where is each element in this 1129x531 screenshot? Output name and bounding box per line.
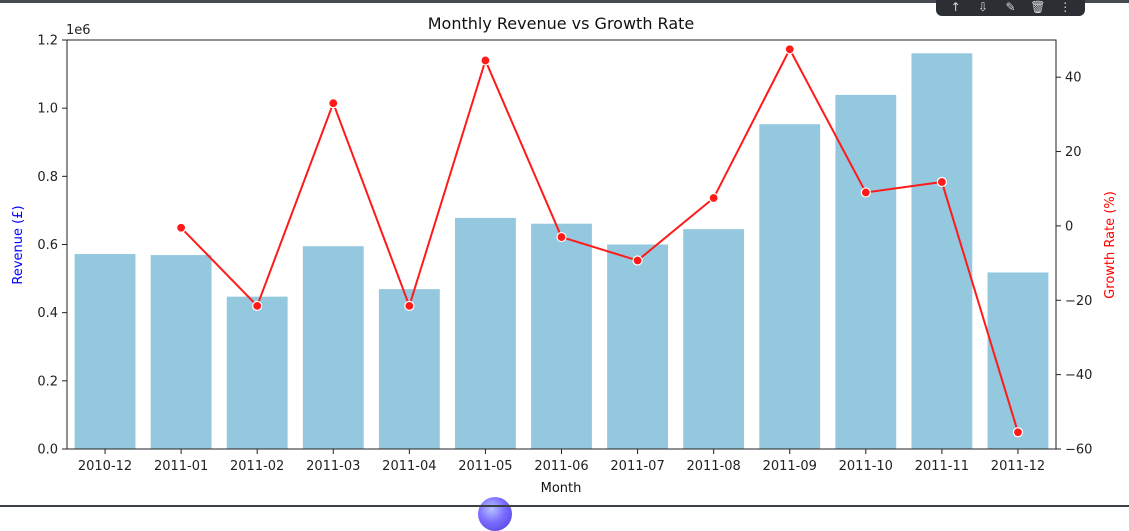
notebook-bottom-border (0, 505, 1129, 507)
y-tick-label-right: 40 (1065, 71, 1082, 86)
bar-2011-12 (987, 272, 1049, 449)
x-tick-label: 2011-01 (154, 459, 208, 474)
growth-point-2011-11 (936, 176, 947, 188)
y-tick-label-right: −40 (1065, 368, 1092, 383)
growth-point-2011-05 (480, 55, 491, 66)
bar-2011-10 (835, 94, 897, 449)
bar-2010-12 (74, 254, 136, 449)
x-tick-label: 2011-04 (382, 459, 436, 474)
x-tick-label: 2011-11 (915, 459, 969, 474)
y-tick-label-left: 0.4 (37, 306, 58, 321)
y-tick-label-left: 1.0 (37, 102, 58, 117)
delete-icon[interactable]: 🗑 (1030, 0, 1046, 14)
axes-layer (62, 39, 1061, 454)
y-offset-label: 1e6 (66, 23, 91, 38)
growth-point-2011-06 (556, 231, 567, 243)
y-tick-label-left: 0.6 (37, 238, 58, 253)
x-axis-title: Month (541, 481, 582, 496)
y-tick-label-right: −60 (1065, 443, 1092, 458)
x-tick-label: 2011-09 (763, 459, 817, 474)
more-icon[interactable]: ⋮ (1059, 0, 1072, 14)
bar-2011-07 (607, 244, 669, 449)
growth-point-2011-01 (176, 222, 187, 233)
y-axis-title-right: Growth Rate (%) (1103, 191, 1118, 299)
move-up-icon[interactable]: ↑ (950, 0, 961, 14)
y-axis-title-left: Revenue (£) (11, 205, 26, 284)
growth-point-2011-12 (1012, 427, 1024, 438)
growth-rate-line (180, 47, 1019, 433)
labels-layer: 0.0 0.2 0.4 0.6 0.8 1.0 1.2 −60 −40 −20 0 20 40 2010-… (37, 34, 1092, 475)
x-tick-label: 2011-08 (686, 459, 740, 474)
growth-point-2011-03 (328, 98, 339, 109)
bar-2011-09 (759, 124, 821, 449)
y-tick-label-left: 1.2 (37, 34, 58, 49)
bar-2011-02 (226, 296, 288, 449)
chart-canvas: Monthly Revenue vs Growth Rate 1e6 0.00.… (11, 14, 1118, 496)
move-down-icon[interactable]: ⇩ (978, 0, 989, 14)
y-tick-label-right: −20 (1065, 294, 1092, 309)
growth-point-2011-04 (404, 300, 415, 311)
y-tick-label-left: 0.2 (37, 374, 58, 389)
ai-assistant-button[interactable] (478, 497, 512, 531)
y-tick-label-right: 0 (1065, 219, 1073, 234)
growth-point-2011-09 (784, 44, 795, 55)
growth-point-2011-08 (708, 192, 719, 204)
x-tick-label: 2011-05 (458, 459, 512, 474)
notebook-top-border (0, 0, 1129, 3)
y-tick-label-right: 20 (1065, 145, 1082, 160)
x-tick-label: 2011-02 (230, 459, 284, 474)
chart-title: Monthly Revenue vs Growth Rate (428, 14, 695, 33)
growth-point-2011-10 (860, 187, 871, 198)
x-tick-label: 2011-03 (306, 459, 360, 474)
y-tick-label-left: 0.8 (37, 170, 58, 185)
bar-2011-04 (378, 289, 440, 449)
bar-2011-03 (302, 246, 364, 449)
x-tick-label: 2011-06 (534, 459, 588, 474)
x-tick-label: 2010-12 (78, 459, 132, 474)
x-tick-label: 2011-12 (991, 459, 1045, 474)
cell-toolbar: ↑ ⇩ ✎ 🗑 ⋮ (936, 0, 1085, 16)
edit-icon[interactable]: ✎ (1005, 0, 1016, 14)
bar-2011-08 (683, 229, 745, 449)
growth-point-2011-02 (252, 300, 263, 311)
x-tick-label: 2011-10 (839, 459, 893, 474)
growth-line-layer (176, 44, 1024, 438)
bar-2011-01 (150, 255, 212, 449)
bar-2011-06 (531, 223, 592, 449)
y-tick-label-left: 0.0 (37, 443, 58, 458)
growth-point-2011-07 (632, 255, 643, 266)
x-tick-label: 2011-07 (610, 459, 664, 474)
bar-2011-05 (454, 217, 516, 449)
bars-layer (74, 53, 1049, 449)
